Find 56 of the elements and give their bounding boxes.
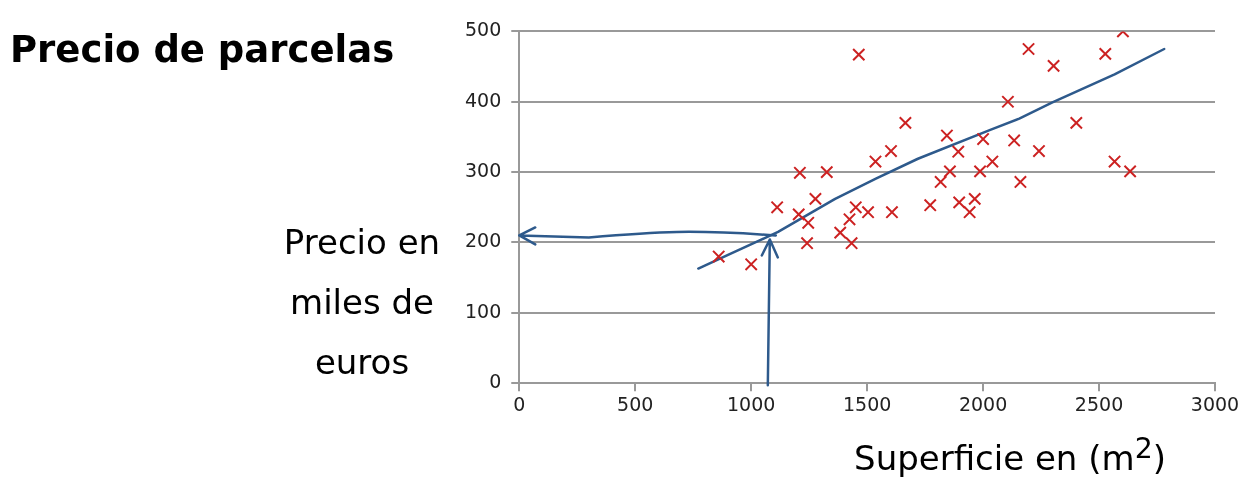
- x-tick-label: 1500: [842, 392, 892, 415]
- point: [1123, 164, 1137, 179]
- point: [1046, 59, 1061, 73]
- point: [808, 192, 823, 206]
- point: [1069, 116, 1083, 130]
- point: [940, 128, 954, 143]
- point: [1001, 95, 1015, 109]
- point: [933, 175, 948, 189]
- point: [898, 116, 913, 130]
- point: [1013, 175, 1028, 189]
- x-tick-label: 3000: [1190, 392, 1240, 415]
- x-tick-label: 500: [617, 392, 654, 415]
- point: [923, 198, 937, 212]
- point: [800, 236, 814, 250]
- point: [833, 225, 847, 240]
- point: [844, 236, 859, 250]
- y-tick-label: 500: [465, 18, 502, 41]
- point: [849, 200, 863, 214]
- point: [820, 165, 834, 179]
- point: [985, 154, 1000, 169]
- point: [1098, 47, 1112, 61]
- point: [973, 164, 987, 179]
- point: [884, 144, 898, 158]
- x-tick-label: 2500: [1074, 392, 1124, 415]
- point: [852, 47, 866, 62]
- x-tick-label: 2000: [958, 392, 1008, 415]
- x-tick-label: 1000: [727, 392, 776, 415]
- y-tick-label: 300: [465, 159, 502, 182]
- point: [868, 154, 883, 169]
- point: [1021, 42, 1036, 56]
- point: [968, 192, 982, 206]
- y-tick-label: 200: [465, 229, 502, 252]
- x-axis-title: Superficie en (m$^{2}$): [853, 432, 1167, 479]
- point: [744, 257, 758, 271]
- point: [842, 212, 857, 226]
- point: [1007, 133, 1021, 148]
- point: [712, 249, 726, 264]
- point: [976, 132, 990, 146]
- y-tick-label: 0: [489, 370, 502, 393]
- point: [861, 205, 875, 219]
- point: [793, 166, 807, 180]
- y-axis-title: Precio en miles de euros: [282, 221, 442, 384]
- point: [1107, 154, 1122, 169]
- point: [801, 216, 815, 230]
- point: [943, 164, 957, 179]
- text: Precio de parcelas: [10, 28, 395, 71]
- point: [952, 195, 966, 210]
- point: [1032, 144, 1046, 158]
- point: [885, 205, 899, 219]
- point: [770, 200, 784, 214]
- x-tick-label: 0: [513, 392, 526, 415]
- y-tick-label: 400: [465, 88, 502, 111]
- point: [962, 205, 977, 219]
- point: [792, 207, 806, 221]
- y-tick-label: 100: [465, 299, 502, 322]
- point: [951, 145, 965, 159]
